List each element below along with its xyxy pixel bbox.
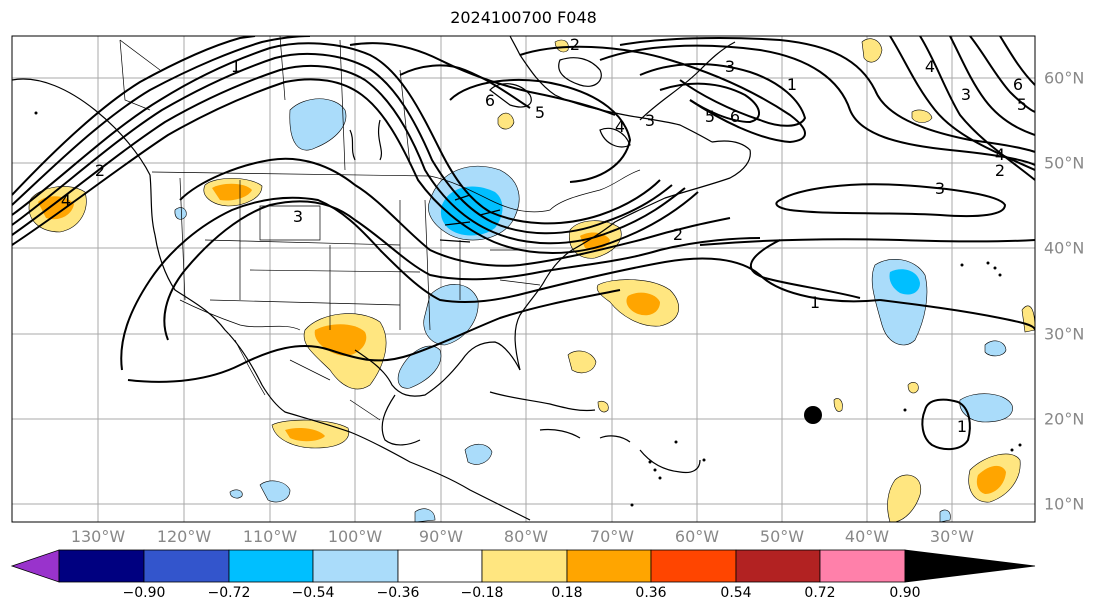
contour-label: 2 [995, 161, 1005, 180]
longitude-label: 70°W [589, 527, 635, 546]
colorbar-segment [58, 549, 145, 583]
contour-label: 1 [957, 417, 967, 436]
negative-anomaly-gulf-strip [397, 345, 442, 389]
contour-label: 4 [615, 117, 625, 136]
colorbar-tick-label: −0.72 [207, 585, 251, 601]
latitude-label: 60°N [1044, 68, 1085, 88]
islands [34, 111, 1022, 507]
contour-labels: 6 5 4 4 3 2 2 1 1 3 6 5 4 3 3 2 1 6 5 4 … [61, 35, 1027, 436]
contour-label: 5 [535, 103, 545, 122]
positive-anomaly-texas-core [314, 324, 367, 356]
latitude-label: 30°N [1044, 324, 1085, 344]
contour-label: 1 [810, 293, 820, 312]
contour-label: 3 [293, 207, 303, 226]
longitude-label: 130°W [70, 527, 126, 546]
contour-label: 3 [725, 57, 735, 76]
contour-label: 1 [231, 57, 241, 76]
contour-label: 4 [61, 191, 71, 210]
colorbar-segment [228, 549, 314, 583]
colorbar-segment [904, 549, 1036, 583]
black-dot-marker [804, 406, 822, 424]
gridlines [12, 36, 1035, 522]
colorbar-segment [819, 549, 906, 583]
map-frame [11, 35, 1036, 523]
contour-label: 4 [995, 145, 1005, 164]
longitude-label: 40°W [844, 527, 890, 546]
contour-label: 4 [925, 57, 935, 76]
latitude-label: 40°N [1044, 238, 1085, 258]
latitude-label: 50°N [1044, 153, 1085, 173]
latitude-label: 10°N [1044, 494, 1085, 514]
map-title: 2024100700 F048 [450, 8, 597, 27]
colorbar-tick-label: −0.90 [122, 585, 166, 601]
longitude-label: 30°W [929, 527, 975, 546]
colorbar-tick-label: 0.18 [551, 585, 583, 601]
colorbar-segment [481, 549, 568, 583]
contour-label: 6 [485, 91, 495, 110]
anomaly-shading [28, 38, 1035, 522]
colorbar-tick-label: 0.72 [804, 585, 836, 601]
contour-label: 2 [673, 225, 683, 244]
colorbar-segment [10, 549, 60, 583]
colorbar-segment [143, 549, 230, 583]
colorbar-segment [397, 549, 483, 583]
contour-label: 3 [935, 179, 945, 198]
longitude-label: 90°W [418, 527, 464, 546]
negative-anomaly-great-lakes-core [440, 186, 503, 236]
longitude-label: 80°W [503, 527, 549, 546]
longitude-label: 60°W [674, 527, 720, 546]
colorbar-tick-label: 0.36 [635, 585, 667, 601]
colorbar-tick-label: −0.18 [460, 585, 504, 601]
longitude-label: 50°W [759, 527, 805, 546]
contour-label: 1 [787, 75, 797, 94]
colorbar-segment [566, 549, 652, 583]
contour-label: 5 [705, 107, 715, 126]
colorbar-segment [312, 549, 399, 583]
borders [119, 36, 641, 421]
colorbar [10, 549, 1036, 583]
negative-anomaly-atlantic-core [889, 269, 920, 295]
colorbar-segment [735, 549, 821, 583]
contours [12, 36, 1035, 451]
negative-anomaly-canada [289, 98, 347, 151]
contour-label: 2 [95, 161, 105, 180]
contour-label: 5 [1017, 95, 1027, 114]
colorbar-tick-label: 0.54 [720, 585, 752, 601]
colorbar-tick-label: −0.54 [291, 585, 335, 601]
latitude-label: 20°N [1044, 409, 1085, 429]
longitude-label: 110°W [242, 527, 298, 546]
longitude-label: 120°W [156, 527, 212, 546]
contour-label: 6 [1013, 75, 1023, 94]
colorbar-tick-label: 0.90 [889, 585, 921, 601]
colorbar-segment [650, 549, 737, 583]
longitude-label: 100°W [327, 527, 383, 546]
colorbar-tick-label: −0.36 [376, 585, 420, 601]
contour-label: 6 [730, 107, 740, 126]
contour-label: 3 [961, 85, 971, 104]
contour-label: 3 [645, 111, 655, 130]
negative-anomaly-east-atlantic [959, 393, 1013, 423]
contour-label: 2 [570, 35, 580, 54]
